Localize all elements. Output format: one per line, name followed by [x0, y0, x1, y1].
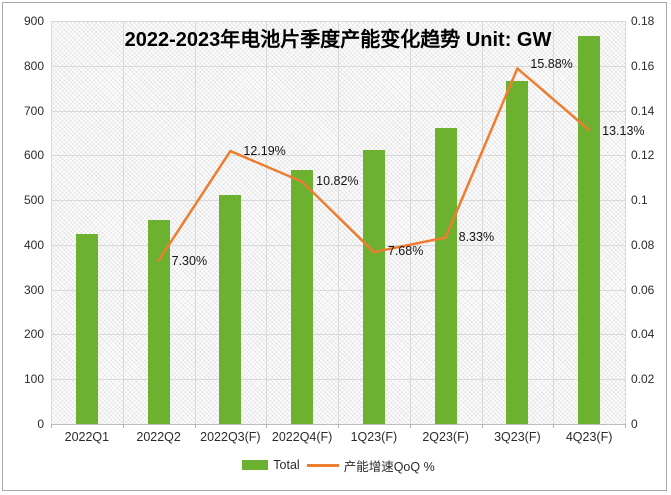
- qoq-point-label: 12.19%: [243, 144, 286, 159]
- qoq-line-path: [157, 67, 591, 262]
- bar-2022Q1: [75, 233, 98, 424]
- gridline-vertical: [553, 21, 555, 424]
- gridline-vertical: [625, 21, 626, 424]
- legend-line-swatch-icon: [306, 463, 339, 467]
- left-axis-tick-label: 400: [23, 237, 44, 252]
- category-label: 2022Q4(F): [271, 430, 333, 444]
- bar-2022Q4(F): [291, 170, 314, 424]
- bar-2Q23(F): [434, 128, 457, 424]
- chart-frame: 900 0.18 800 0.16 700 0.14 600 0.12 500 0.1 400 0.0…: [2, 2, 667, 491]
- x-axis-tick: [194, 424, 196, 428]
- bar-2022Q2: [147, 219, 170, 424]
- category-label: 2022Q1: [64, 430, 110, 444]
- right-axis-tick-label: 0.02: [631, 372, 655, 387]
- qoq-point-label: 10.82%: [316, 173, 359, 188]
- right-axis-tick-label: 0.1: [631, 193, 648, 208]
- gridline-vertical: [266, 21, 268, 424]
- chart-title: 2022-2023年电池片季度产能变化趋势 Unit: GW: [124, 29, 552, 51]
- gridline-vertical: [122, 21, 124, 424]
- qoq-line: [157, 67, 591, 262]
- gridline-vertical: [338, 21, 339, 424]
- category-label: 4Q23(F): [565, 430, 613, 444]
- category-label: 3Q23(F): [494, 430, 541, 444]
- legend-item-total: Total: [242, 458, 300, 472]
- qoq-point-label: 7.30%: [171, 253, 208, 268]
- left-axis-tick-label: 0: [37, 417, 44, 431]
- right-axis-tick-label: 0.06: [631, 282, 655, 297]
- left-axis-tick-label: 900: [23, 14, 44, 28]
- x-axis-tick: [409, 424, 411, 428]
- x-axis-tick: [625, 424, 626, 428]
- qoq-point-label: 15.88%: [530, 57, 573, 72]
- left-axis-tick-label: 200: [23, 327, 44, 342]
- bar-1Q23(F): [362, 150, 385, 424]
- gridline-vertical: [481, 21, 483, 424]
- gridline-vertical: [194, 21, 196, 424]
- chart-layer: 900 0.18 800 0.16 700 0.14 600 0.12 500 0.1 400 0.0…: [3, 3, 671, 495]
- right-axis-tick-label: 0.08: [631, 237, 655, 252]
- left-axis-tick-label: 500: [23, 193, 44, 208]
- right-axis-tick-label: 0.04: [631, 327, 655, 342]
- right-axis-tick-label: 0: [631, 417, 638, 431]
- left-axis-tick-label: 300: [23, 282, 44, 297]
- left-axis-tick-label: 100: [23, 372, 44, 387]
- gridline-vertical: [51, 21, 52, 424]
- qoq-point-label: 8.33%: [458, 229, 495, 244]
- legend: Total 产能增速QoQ %: [3, 455, 671, 475]
- category-label: 2022Q2: [136, 430, 181, 444]
- right-axis-tick-label: 0.18: [631, 14, 655, 28]
- bar-4Q23(F): [578, 35, 601, 424]
- bar-3Q23(F): [506, 81, 529, 424]
- left-axis-tick-label: 600: [23, 148, 44, 163]
- x-axis-tick: [481, 424, 483, 428]
- x-axis-tick: [553, 424, 555, 428]
- left-axis-tick-label: 800: [23, 58, 44, 73]
- category-label: 2Q23(F): [422, 430, 469, 444]
- category-label: 2022Q3(F): [200, 430, 261, 444]
- right-axis-tick-label: 0.16: [631, 58, 655, 73]
- left-axis-tick-label: 700: [23, 103, 44, 118]
- x-axis-tick: [51, 424, 52, 428]
- gridline-vertical: [409, 21, 411, 424]
- right-axis-tick-label: 0.14: [631, 103, 655, 118]
- x-axis-tick: [266, 424, 268, 428]
- x-axis-tick: [338, 424, 339, 428]
- x-axis-tick: [122, 424, 124, 428]
- legend-item-qoq: 产能增速QoQ %: [306, 456, 435, 475]
- category-label: 1Q23(F): [350, 430, 398, 444]
- legend-label: Total: [273, 458, 300, 472]
- qoq-point-label: 7.68%: [387, 244, 424, 259]
- right-axis-tick-label: 0.12: [631, 148, 655, 163]
- legend-label: 产能增速QoQ %: [343, 459, 435, 474]
- qoq-point-label: 13.13%: [602, 124, 645, 139]
- bar-2022Q3(F): [219, 194, 242, 424]
- legend-bar-swatch-icon: [242, 460, 269, 470]
